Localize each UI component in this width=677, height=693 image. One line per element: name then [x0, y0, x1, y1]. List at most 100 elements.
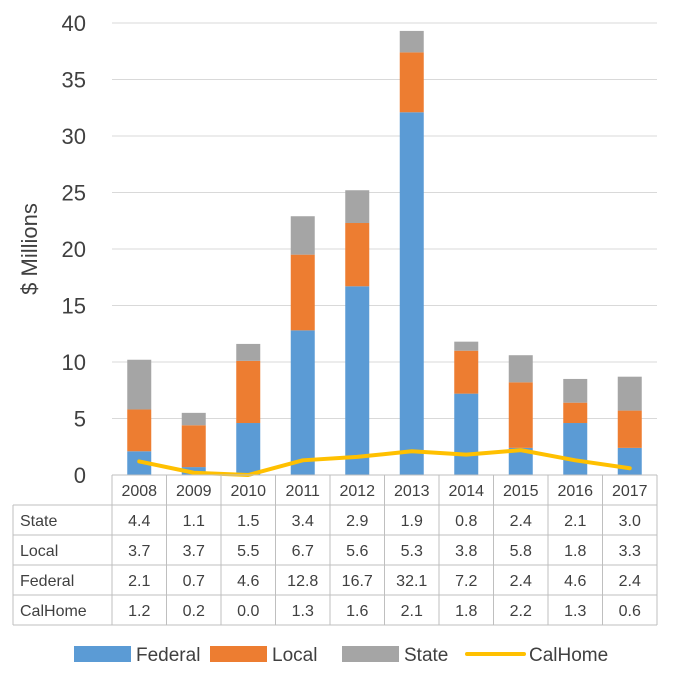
table-cell: 0.6 [619, 603, 641, 620]
bar-local [345, 223, 370, 287]
calhome-series-line [137, 448, 632, 477]
bar-state [617, 376, 642, 411]
bar-federal [236, 423, 261, 475]
legend-swatch-local [210, 646, 267, 662]
x-tick-label: 2016 [557, 483, 593, 500]
bar-federal [345, 286, 370, 475]
x-tick-label: 2015 [503, 483, 539, 500]
legend-swatch-federal [74, 646, 131, 662]
y-tick-label: 5 [74, 407, 86, 432]
table-cell: 2.1 [401, 603, 423, 620]
bar-state [563, 378, 588, 403]
legend: Federal Local State CalHome [74, 645, 608, 666]
bar-state [181, 412, 206, 426]
x-tick-label: 2009 [176, 483, 212, 500]
bars [127, 30, 642, 476]
table-cell: 3.8 [455, 543, 477, 560]
legend-swatch-state [342, 646, 399, 662]
table-cell: 1.8 [564, 543, 586, 560]
x-tick-label: 2012 [339, 483, 375, 500]
table-row-label: Local [20, 543, 58, 560]
table-cell: 5.6 [346, 543, 368, 560]
table-cell: 1.9 [401, 513, 423, 530]
bar-federal [563, 423, 588, 475]
table-row-label: State [20, 513, 57, 530]
table-cell: 1.8 [455, 603, 477, 620]
table-cell: 1.5 [237, 513, 259, 530]
table-cell: 2.4 [510, 513, 532, 530]
bar-state [454, 341, 479, 351]
legend-label-local: Local [272, 645, 317, 666]
y-tick-label: 40 [62, 11, 86, 36]
table-cell: 7.2 [455, 573, 477, 590]
bar-state [508, 355, 533, 383]
table-cell: 3.7 [128, 543, 150, 560]
bar-federal [454, 393, 479, 475]
y-tick-label: 10 [62, 350, 86, 375]
table-cell: 1.2 [128, 603, 150, 620]
table-cell: 16.7 [342, 573, 373, 590]
legend-label-federal: Federal [136, 645, 200, 666]
table-cell: 2.9 [346, 513, 368, 530]
bar-local [563, 402, 588, 424]
table-cell: 5.3 [401, 543, 423, 560]
table-cell: 2.4 [619, 573, 641, 590]
table-row-label: CalHome [20, 603, 87, 620]
table-cell: 0.7 [183, 573, 205, 590]
bar-local [508, 382, 533, 448]
bar-federal [399, 112, 424, 476]
table-cell: 12.8 [287, 573, 318, 590]
table-cell: 2.2 [510, 603, 532, 620]
bar-local [454, 350, 479, 394]
y-tick-label: 35 [62, 68, 86, 93]
bar-state [127, 359, 152, 410]
table-cell: 5.5 [237, 543, 259, 560]
table-cell: 3.7 [183, 543, 205, 560]
bar-local [290, 254, 315, 331]
table-row-label: Federal [20, 573, 74, 590]
bar-local [399, 52, 424, 113]
bar-federal [290, 330, 315, 475]
bar-local [181, 425, 206, 468]
x-tick-label: 2011 [286, 483, 321, 500]
bar-state [345, 190, 370, 224]
table-cell: 0.8 [455, 513, 477, 530]
bar-local [617, 410, 642, 448]
table-cell: 2.1 [128, 573, 150, 590]
x-tick-label: 2014 [448, 483, 484, 500]
legend-label-calhome: CalHome [529, 645, 608, 666]
table-cell: 0.2 [183, 603, 205, 620]
table-cell: 1.1 [183, 513, 205, 530]
bar-state [399, 30, 424, 53]
table-cell: 2.1 [564, 513, 586, 530]
calhome-line [137, 448, 632, 477]
x-tick-label: 2008 [121, 483, 157, 500]
y-axis: 0 5 10 15 20 25 30 35 40 [62, 11, 86, 488]
bar-local [236, 360, 261, 424]
legend-label-state: State [404, 645, 448, 666]
y-axis-label: $ Millions [17, 203, 42, 295]
table-cell: 1.6 [346, 603, 368, 620]
x-tick-label: 2013 [394, 483, 430, 500]
table-cell: 0.0 [237, 603, 259, 620]
table-cell: 4.6 [564, 573, 586, 590]
table-cell: 3.3 [619, 543, 641, 560]
y-tick-label: 0 [74, 463, 86, 488]
table-cell: 1.3 [292, 603, 314, 620]
bar-local [127, 409, 152, 452]
y-tick-label: 30 [62, 124, 86, 149]
data-table: 2008 2009 2010 2011 2012 2013 2014 2015 2016 2017… [12, 474, 658, 626]
table-cell: 4.4 [128, 513, 150, 530]
bar-state [236, 343, 261, 361]
table-cell: 32.1 [396, 573, 427, 590]
x-tick-label: 2010 [230, 483, 266, 500]
y-tick-label: 25 [62, 181, 86, 206]
table-cell: 4.6 [237, 573, 259, 590]
table-cell: 1.3 [564, 603, 586, 620]
bar-federal [617, 447, 642, 475]
table-cell: 2.4 [510, 573, 532, 590]
x-tick-label: 2017 [612, 483, 648, 500]
table-cell: 3.4 [292, 513, 314, 530]
table-cell: 3.0 [619, 513, 641, 530]
